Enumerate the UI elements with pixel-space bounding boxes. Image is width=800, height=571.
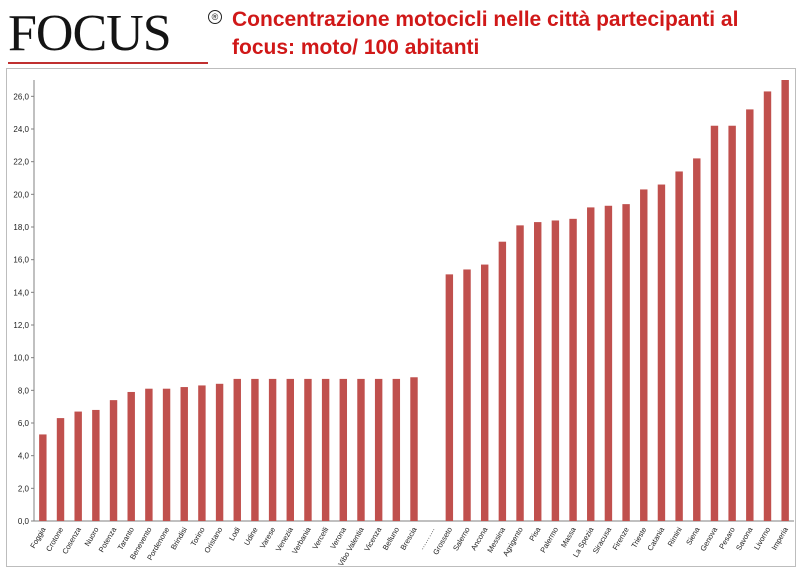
y-tick-label: 10,0 — [13, 354, 29, 363]
bar — [746, 109, 754, 522]
chart-frame — [6, 68, 796, 567]
bar — [551, 220, 560, 521]
bar — [109, 400, 118, 521]
bar — [92, 409, 100, 521]
bar — [339, 378, 348, 521]
bar — [180, 387, 188, 521]
y-tick-label: 0,0 — [18, 517, 30, 526]
chart-title: Concentrazione motocicli nelle città par… — [232, 8, 739, 59]
bar — [781, 80, 789, 521]
x-tick-label: Pisa — [527, 525, 543, 543]
bar — [569, 218, 577, 522]
x-tick-label: Imperia — [770, 525, 791, 552]
bar — [534, 222, 542, 521]
x-tick-label: Nuoro — [83, 526, 101, 548]
bar — [198, 385, 206, 521]
bar — [657, 184, 666, 522]
bar — [763, 91, 772, 521]
bar — [39, 434, 47, 521]
bar — [604, 205, 613, 521]
y-tick-label: 14,0 — [13, 288, 29, 297]
logo-underline — [8, 62, 208, 64]
bar — [233, 378, 241, 521]
bar — [587, 207, 595, 521]
x-tick-label: Siena — [684, 525, 702, 547]
y-tick-label: 20,0 — [13, 190, 29, 199]
bar — [357, 378, 365, 521]
x-tick-label: Catania — [645, 525, 666, 553]
x-tick-label: Rimini — [666, 525, 684, 548]
y-tick-label: 12,0 — [13, 321, 29, 330]
x-tick-label: Vicenza — [362, 525, 383, 553]
y-tick-label: 26,0 — [13, 92, 29, 101]
bar — [304, 378, 312, 521]
x-tick-label: Torino — [189, 526, 207, 548]
bar — [622, 204, 630, 521]
x-tick-label: Firenze — [611, 526, 631, 552]
focus-logo: FOCUS ® — [8, 4, 223, 66]
x-tick-label: Udine — [242, 526, 260, 547]
y-tick-label: 18,0 — [13, 223, 29, 232]
y-tick-label: 8,0 — [18, 386, 30, 395]
bar — [710, 125, 719, 521]
bar — [498, 241, 507, 521]
bar — [286, 378, 294, 521]
bar — [675, 171, 683, 521]
y-tick-label: 22,0 — [13, 158, 29, 167]
bar — [374, 378, 383, 521]
bar — [463, 269, 471, 521]
bar — [480, 264, 489, 521]
x-tick-label: Vercelli — [310, 525, 330, 551]
bar — [693, 158, 701, 521]
y-tick-label: 16,0 — [13, 256, 29, 265]
bar — [392, 378, 401, 521]
y-tick-label: 4,0 — [18, 452, 30, 461]
x-tick-label: Brindisi — [169, 525, 189, 551]
bar — [268, 378, 277, 521]
bar — [640, 189, 648, 521]
bar — [127, 391, 135, 521]
bar — [162, 388, 171, 521]
x-tick-label: Savona — [734, 525, 755, 552]
registered-mark: ® — [208, 10, 222, 24]
x-tick-label: Potenza — [97, 525, 119, 554]
y-tick-label: 2,0 — [18, 484, 30, 493]
logo-text: FOCUS — [8, 5, 172, 62]
x-tick-label: Lodi — [227, 525, 242, 542]
x-tick-label: Genova — [698, 525, 719, 553]
bar — [251, 378, 259, 521]
y-tick-label: 24,0 — [13, 125, 29, 134]
bar — [445, 274, 454, 521]
y-tick-label: 6,0 — [18, 419, 30, 428]
bar — [728, 125, 736, 521]
bar — [321, 378, 330, 521]
bar — [516, 225, 524, 521]
bar — [410, 377, 418, 521]
bar — [56, 418, 65, 521]
bar — [145, 388, 153, 521]
bar — [215, 383, 224, 521]
bar — [74, 411, 82, 521]
